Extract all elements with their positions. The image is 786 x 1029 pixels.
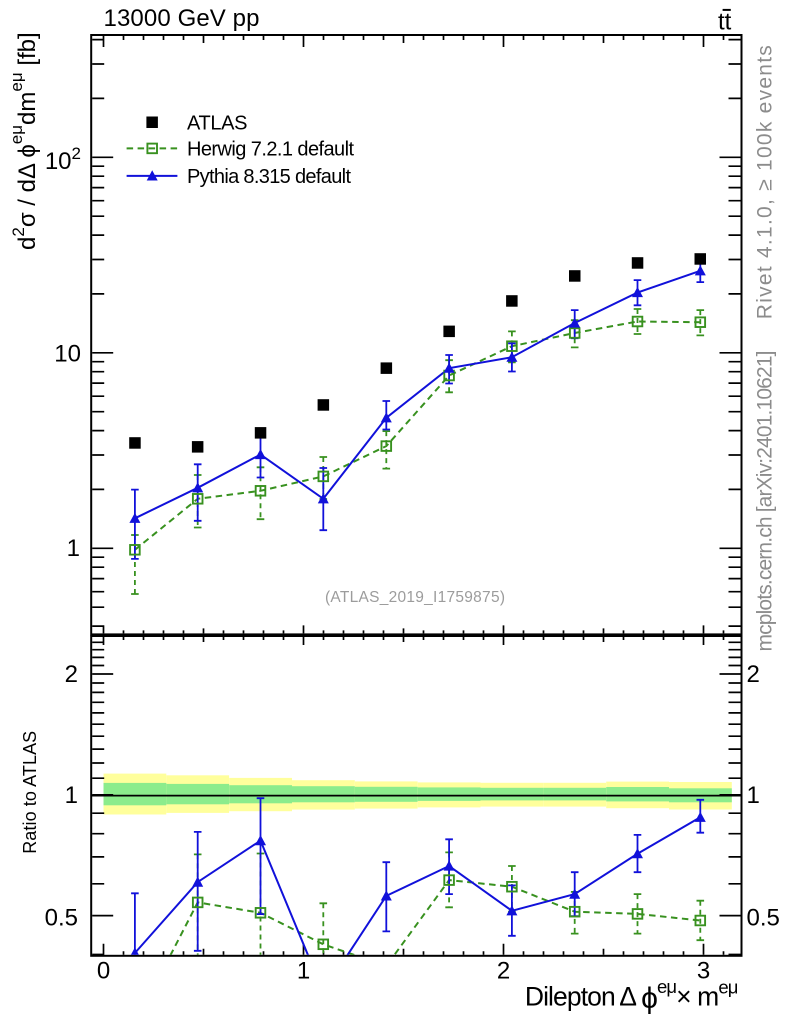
svg-text:1: 1 (297, 958, 310, 985)
svg-text:mcplots.cern.ch [arXiv:2401.10: mcplots.cern.ch [arXiv:2401.10621] (754, 351, 777, 652)
svg-text:13000 GeV pp: 13000 GeV pp (104, 5, 260, 32)
svg-text:0.5: 0.5 (45, 905, 78, 932)
svg-text:ATLAS: ATLAS (187, 113, 248, 135)
svg-text:1: 1 (65, 782, 78, 809)
svg-text:tt: tt (718, 9, 732, 36)
svg-text:Herwig 7.2.1 default: Herwig 7.2.1 default (187, 139, 354, 161)
svg-text:1: 1 (747, 782, 760, 809)
svg-text:2: 2 (65, 661, 78, 688)
svg-text:(ATLAS_2019_I1759875): (ATLAS_2019_I1759875) (325, 589, 505, 606)
svg-text:2: 2 (747, 661, 760, 688)
svg-text:0: 0 (97, 958, 110, 985)
svg-text:Dilepton Δ ϕeμ× meμ: Dilepton Δ ϕeμ× meμ (525, 976, 738, 1015)
svg-text:0.5: 0.5 (747, 905, 780, 932)
svg-text:Ratio to ATLAS: Ratio to ATLAS (20, 731, 40, 854)
svg-text:2: 2 (497, 958, 510, 985)
svg-text:Rivet 4.1.0, ≥ 100k events: Rivet 4.1.0, ≥ 100k events (754, 45, 777, 319)
svg-text:1: 1 (67, 535, 80, 562)
svg-text:10: 10 (54, 341, 81, 368)
svg-text:Pythia 8.315 default: Pythia 8.315 default (187, 166, 351, 188)
svg-text:3: 3 (697, 958, 710, 985)
